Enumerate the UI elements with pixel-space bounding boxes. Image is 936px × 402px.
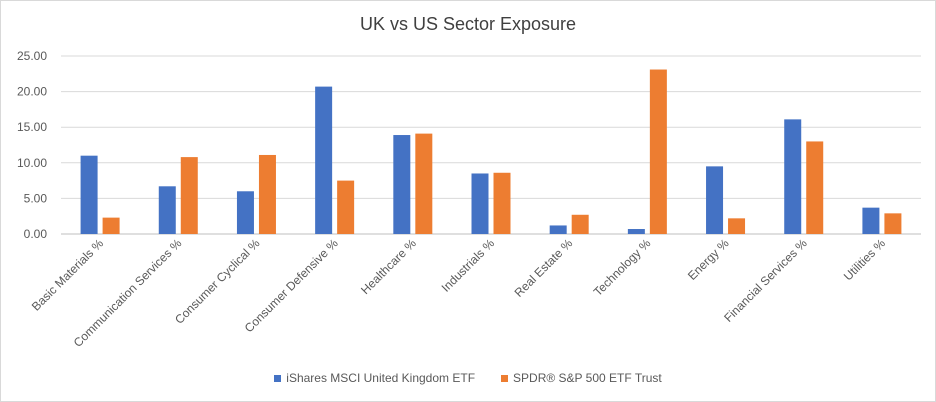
bar-us <box>571 214 589 234</box>
bar-uk <box>393 135 411 234</box>
x-tick-label: Healthcare % <box>358 236 419 297</box>
legend-swatch-uk <box>274 374 282 382</box>
legend-label-us: SPDR® S&P 500 ETF Trust <box>513 371 662 385</box>
bar-uk <box>784 119 802 234</box>
chart-title: UK vs US Sector Exposure <box>359 14 577 34</box>
bar-uk <box>236 191 254 234</box>
x-tick-label: Real Estate % <box>512 236 576 300</box>
y-tick-label: 0.00 <box>24 227 48 241</box>
bar-us <box>258 154 276 234</box>
gridlines <box>61 55 921 235</box>
bar-us <box>415 133 433 234</box>
x-tick-label: Utilities % <box>841 236 888 283</box>
legend-swatch-us <box>501 374 509 382</box>
bar-uk <box>627 229 645 234</box>
bar-us <box>806 141 824 234</box>
legend-item-us: SPDR® S&P 500 ETF Trust <box>501 371 662 385</box>
x-tick-label: Technology % <box>591 236 654 299</box>
bar-us <box>649 69 667 234</box>
legend: iShares MSCI United Kingdom ETF SPDR® S&… <box>1 371 935 385</box>
bar-us <box>102 217 120 234</box>
y-tick-label: 20.00 <box>17 85 47 99</box>
bar-uk <box>158 186 176 234</box>
bar-us <box>180 157 198 234</box>
x-tick-label: Energy % <box>685 236 732 283</box>
x-axis-ticks: Basic Materials %Communication Services … <box>29 236 888 350</box>
y-axis-ticks: 0.00 5.00 10.00 15.00 20.00 25.00 <box>17 49 47 241</box>
bar-us <box>337 180 355 234</box>
x-tick-label: Industrials % <box>439 236 498 295</box>
y-tick-label: 10.00 <box>17 156 47 170</box>
y-tick-label: 25.00 <box>17 49 47 63</box>
bar-us <box>493 172 511 234</box>
bars <box>80 69 902 234</box>
x-tick-label: Financial Services % <box>721 236 810 325</box>
bar-uk <box>315 86 333 234</box>
bar-us <box>728 218 746 234</box>
plot-area: 0.00 5.00 10.00 15.00 20.00 25.00 Basic Mater… <box>17 49 921 350</box>
bar-uk <box>471 173 489 234</box>
legend-label-uk: iShares MSCI United Kingdom ETF <box>286 371 476 385</box>
bar-us <box>884 213 902 234</box>
bar-uk <box>549 225 567 234</box>
x-tick-label: Basic Materials % <box>29 236 107 314</box>
bar-uk <box>862 207 880 234</box>
bar-uk <box>706 166 724 234</box>
legend-item-uk: iShares MSCI United Kingdom ETF <box>274 371 475 385</box>
y-tick-label: 5.00 <box>24 191 48 205</box>
y-tick-label: 15.00 <box>17 120 47 134</box>
x-tick-label: Consumer Cyclical % <box>172 236 263 327</box>
bar-uk <box>80 155 98 234</box>
